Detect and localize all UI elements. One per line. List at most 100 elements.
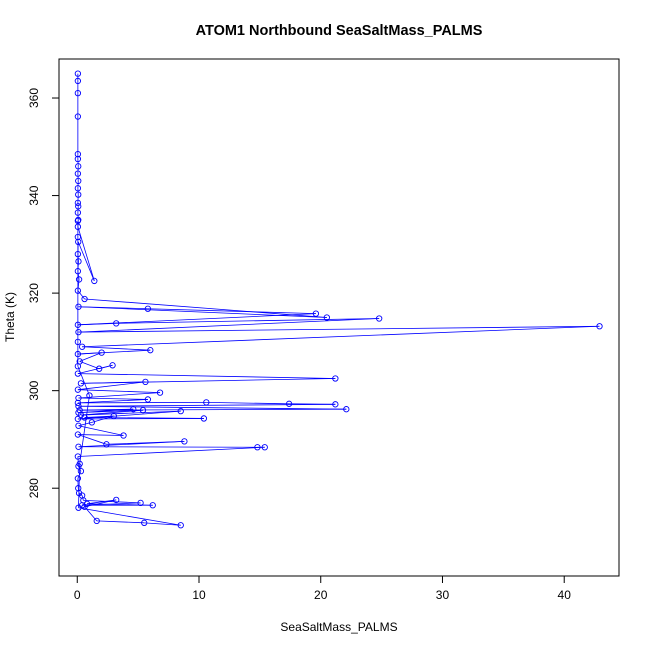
x-tick-label: 30 xyxy=(436,588,450,602)
data-point xyxy=(75,303,82,310)
series-segment xyxy=(77,364,113,374)
data-point xyxy=(139,407,147,414)
data-point xyxy=(74,150,82,158)
data-point xyxy=(144,396,152,403)
series-segment xyxy=(79,352,102,362)
data-point xyxy=(74,453,82,460)
data-point xyxy=(75,276,83,283)
data-point xyxy=(141,519,148,526)
series-segment xyxy=(116,318,380,324)
data-point xyxy=(254,444,261,451)
data-point xyxy=(98,349,105,356)
series-segment xyxy=(78,507,181,526)
series-segment xyxy=(84,417,204,419)
x-tick-label: 20 xyxy=(314,588,328,602)
data-point xyxy=(74,370,82,377)
series-segment xyxy=(206,401,290,405)
data-point xyxy=(76,460,83,467)
series-segment xyxy=(147,308,316,314)
data-point xyxy=(75,191,82,198)
data-point xyxy=(91,277,98,285)
series-lines xyxy=(77,73,600,526)
series-segment xyxy=(78,306,148,310)
data-point xyxy=(96,365,103,372)
series-segment xyxy=(84,499,117,508)
data-point xyxy=(74,70,82,77)
data-point xyxy=(74,185,82,192)
data-point xyxy=(285,400,293,407)
data-point xyxy=(120,432,127,439)
data-point xyxy=(74,287,82,294)
x-tick-label: 40 xyxy=(558,588,572,602)
series-segment xyxy=(77,352,102,355)
series-segment xyxy=(77,389,161,394)
data-point xyxy=(75,238,82,246)
series-segment xyxy=(80,410,181,416)
data-point xyxy=(332,401,339,408)
series-segment xyxy=(144,522,181,526)
series-segment xyxy=(91,415,114,423)
data-point xyxy=(74,217,82,225)
series-segment xyxy=(80,409,144,416)
y-tick-label: 360 xyxy=(27,88,41,108)
x-tick-label: 10 xyxy=(192,588,206,602)
data-point xyxy=(74,268,82,275)
data-point xyxy=(181,438,188,445)
series-segment xyxy=(77,241,95,282)
data-point xyxy=(203,399,210,406)
series-segment xyxy=(77,434,107,445)
series-segment xyxy=(84,415,114,418)
data-point xyxy=(75,394,82,402)
data-point xyxy=(81,414,88,421)
series-segment xyxy=(78,492,83,496)
series-segment xyxy=(78,318,380,333)
series-segment xyxy=(96,520,145,524)
data-point xyxy=(74,223,82,230)
data-point xyxy=(312,310,320,317)
x-axis: 0 10 20 30 40 xyxy=(74,575,572,602)
data-point xyxy=(74,386,82,393)
data-point xyxy=(74,350,82,358)
data-point xyxy=(75,422,82,429)
data-point xyxy=(323,314,330,321)
data-point xyxy=(110,412,117,420)
data-point xyxy=(75,328,82,336)
data-point xyxy=(200,415,208,422)
data-point xyxy=(177,522,184,529)
series-segment xyxy=(79,395,90,464)
data-point xyxy=(109,362,116,369)
series-segment xyxy=(77,373,336,379)
data-point xyxy=(74,250,82,258)
data-point xyxy=(74,209,82,216)
series-segment xyxy=(79,361,100,370)
y-axis-label: Theta (K) xyxy=(3,292,17,342)
data-point xyxy=(103,441,110,448)
data-point xyxy=(75,403,82,410)
series-segment xyxy=(77,399,148,404)
data-point xyxy=(74,233,82,241)
data-point xyxy=(75,258,82,265)
series-segment xyxy=(78,325,600,333)
series-segment xyxy=(78,440,185,448)
data-point xyxy=(113,320,120,327)
data-point xyxy=(77,467,85,475)
series-points xyxy=(74,70,603,529)
data-point xyxy=(343,406,350,413)
data-point xyxy=(261,444,268,451)
data-point xyxy=(81,295,88,303)
series-segment xyxy=(82,325,600,348)
series-segment xyxy=(80,381,146,384)
chart-title: ATOM1 Northbound SeaSaltMass_PALMS xyxy=(196,23,483,39)
data-point xyxy=(144,305,152,312)
series-segment xyxy=(78,306,327,318)
series-segment xyxy=(77,322,117,326)
y-axis: 280 300 320 340 360 xyxy=(27,88,60,498)
data-point xyxy=(74,89,82,97)
data-point xyxy=(93,517,100,525)
series-segment xyxy=(78,409,144,414)
data-point xyxy=(74,77,82,85)
series-segment xyxy=(84,298,327,318)
data-point xyxy=(74,475,82,482)
plot-frame xyxy=(58,58,620,577)
